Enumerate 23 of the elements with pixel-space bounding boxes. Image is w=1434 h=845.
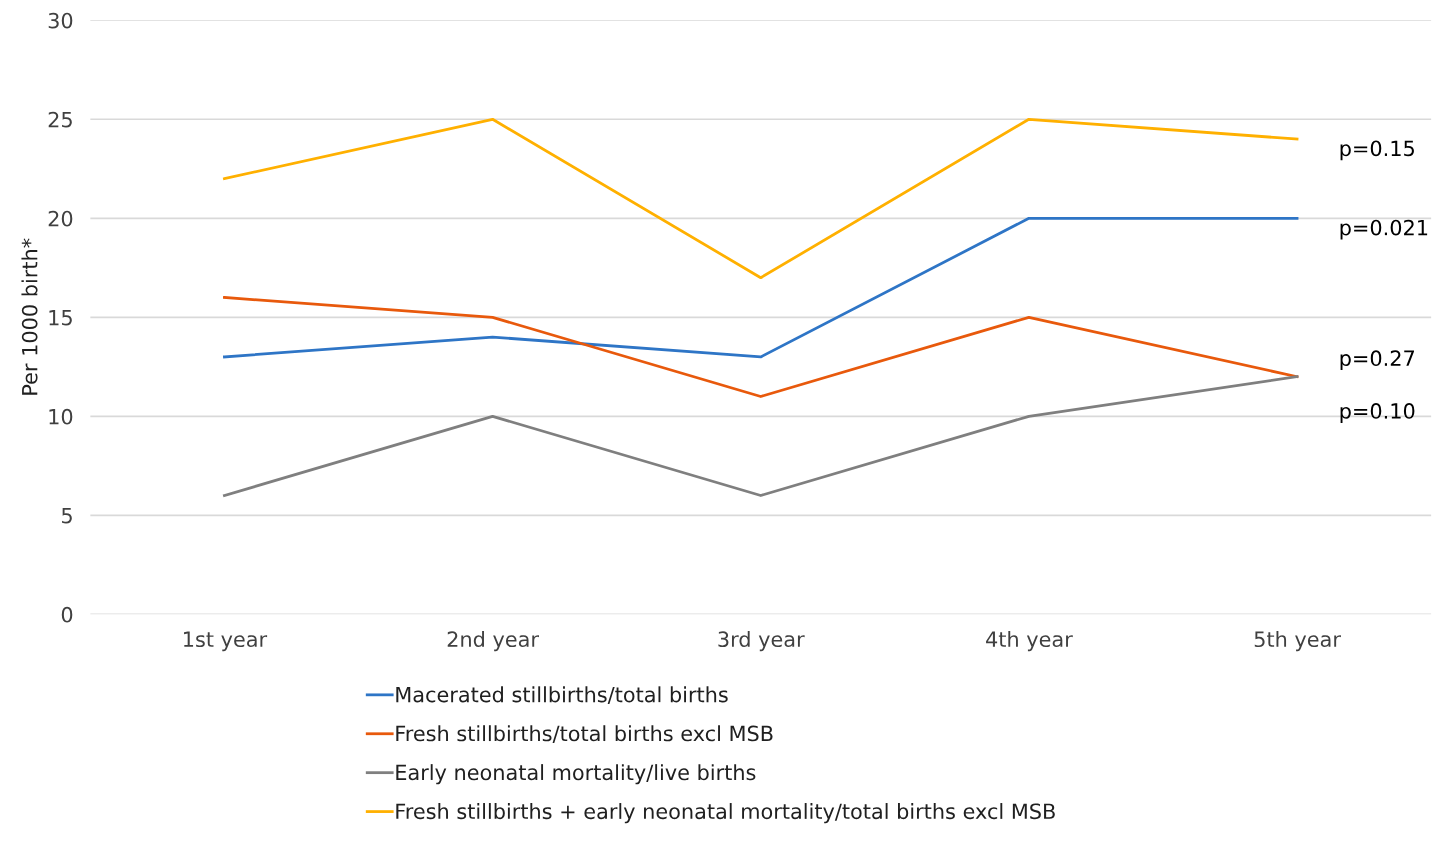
y-axis-title: Per 1000 birth* — [21, 238, 38, 395]
y-tick-label: 15 — [49, 310, 72, 326]
line-series — [223, 117, 1299, 280]
x-tick-label: 5th year — [1254, 630, 1341, 652]
annotation: p=0.021 — [1340, 219, 1428, 240]
legend-label: Fresh stillbirths/total births excl MSB — [396, 725, 773, 743]
y-tick-label: 20 — [48, 210, 73, 227]
line-series — [223, 296, 1299, 398]
y-tick-label: 10 — [49, 408, 73, 425]
annotation: p=0.15 — [1340, 140, 1414, 161]
x-tick-label: 1st year — [184, 631, 268, 652]
y-tick-label: 5 — [62, 508, 72, 524]
x-tick-label: 2nd year — [447, 630, 539, 652]
legend-label: Fresh stillbirths + early neonatal mortality/total births excl MSB — [396, 803, 1055, 824]
x-tick-label: 3rd year — [718, 630, 805, 652]
annotation: p=0.10 — [1340, 403, 1415, 423]
legend-label: Macerated stillbirths/total births — [396, 686, 728, 705]
y-tick-label: 25 — [48, 111, 72, 128]
x-tick-label: 4th year — [986, 630, 1073, 652]
annotation: p=0.27 — [1340, 350, 1415, 371]
y-tick-label: 30 — [48, 12, 73, 29]
y-tick-label: 0 — [61, 606, 73, 623]
legend-label: Early neonatal mortality/live births — [396, 764, 756, 785]
